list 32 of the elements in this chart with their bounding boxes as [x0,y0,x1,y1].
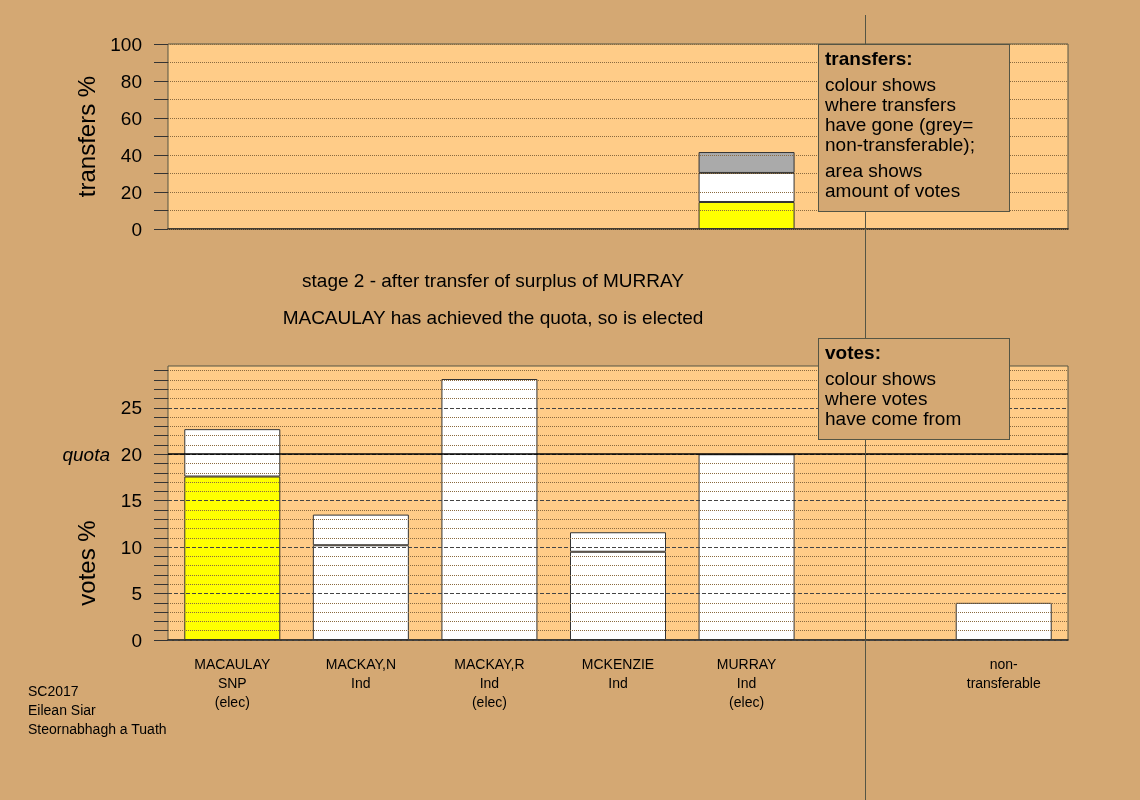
x-tick-label: non- transferable [966,655,1041,691]
y-tick-label: 80 [120,70,142,92]
y-tick-label: 20 [120,443,142,465]
chart-subtitle: MACAULAY has achieved the quota, so is elected [281,307,705,329]
annotation: transfers: [825,48,914,69]
x-tick-label: MURRAY Ind (elec) [716,655,778,710]
y-tick-label: 5 [131,583,142,605]
y-tick-label: 40 [120,144,142,166]
x-tick-label: MACKAY,R Ind (elec) [454,655,525,710]
y-tick-label: 25 [120,397,142,419]
y-tick-label: 10 [120,536,142,558]
y-tick-label: 0 [131,629,142,651]
y-tick-label: 15 [120,490,142,512]
chart-title: stage 2 - after transfer of surplus of MURRAY [301,270,685,292]
y-tick-label: 100 [110,33,142,55]
annotation: area shows amount of votes [825,160,962,201]
ref-line-label: quota [62,443,110,465]
bar [955,602,1052,640]
annotation: colour shows where votes have come from [825,368,963,429]
x-tick-label: MCKENZIE Ind [581,655,655,691]
y-tick-label: 0 [131,218,142,240]
y-tick-label: 60 [120,107,142,129]
annotation: colour shows where transfers have gone (grey= non-transferable); [825,74,976,155]
x-tick-label: MACAULAY SNP (elec) [194,655,271,710]
bar [698,454,795,640]
bar [441,379,538,640]
text: votes: [825,342,882,363]
x-tick-label: MACKAY,N Ind [325,655,396,691]
text: SC2017 Eilean Siar Steornabhagh a Tuath [28,682,167,739]
y-axis-title: votes % [72,520,100,606]
y-axis-title: transfers % [72,75,100,198]
y-tick-label: 20 [120,181,142,203]
